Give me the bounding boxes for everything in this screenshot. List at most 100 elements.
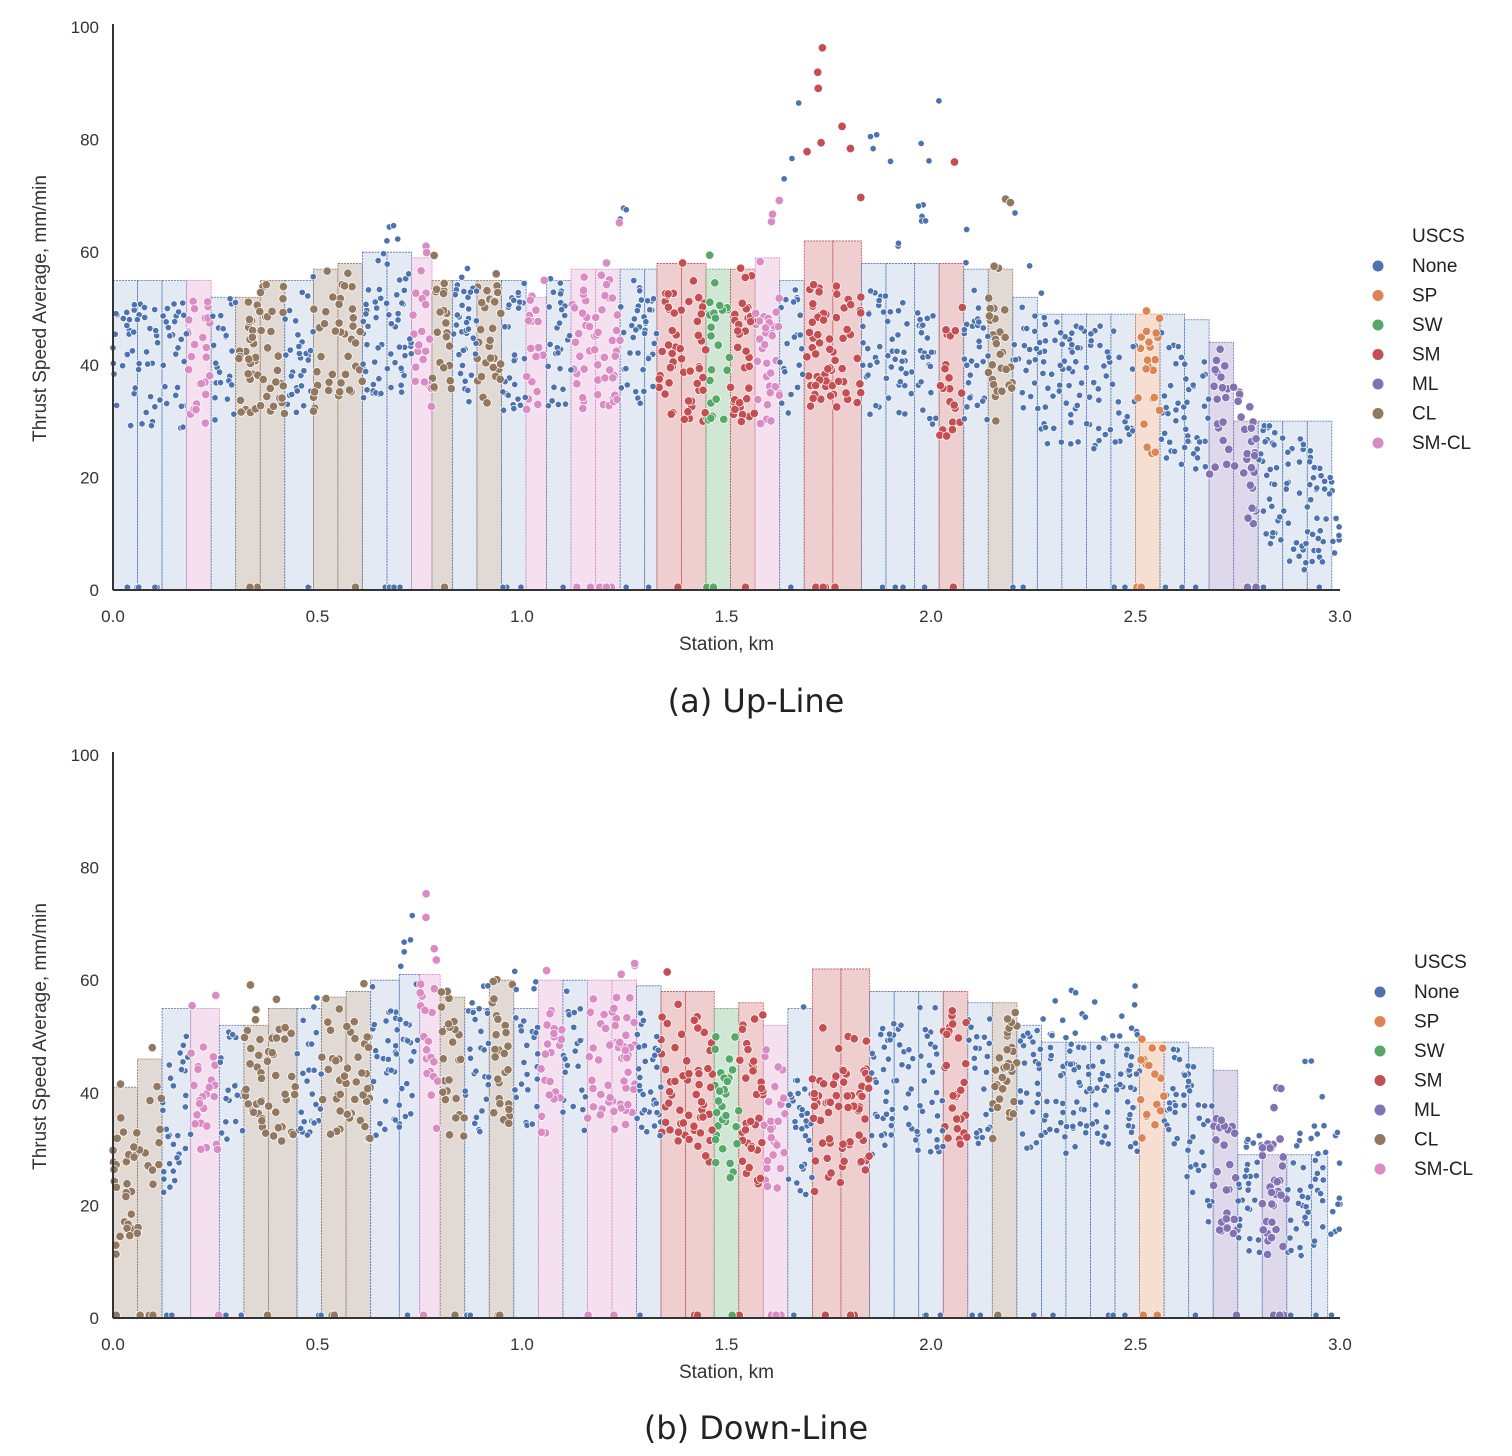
point-none — [211, 394, 219, 402]
point-sw — [706, 331, 716, 341]
point-ml — [1257, 1151, 1267, 1161]
point-sm — [825, 334, 835, 344]
point-none — [387, 383, 395, 392]
point-sm-cl — [578, 393, 588, 403]
point-none — [868, 1132, 876, 1140]
point-ml — [1247, 503, 1257, 513]
point-none — [1044, 384, 1052, 392]
point-none — [1157, 435, 1165, 443]
point-sm-cl — [425, 334, 435, 344]
point-none — [125, 316, 133, 324]
point-none — [799, 370, 807, 378]
point-none — [1320, 1122, 1328, 1130]
point-cl — [485, 335, 495, 345]
point-none — [455, 351, 463, 359]
point-sm-cl — [588, 1102, 599, 1112]
point-none — [912, 1136, 920, 1144]
bar-none — [386, 251, 412, 591]
point-none — [1128, 1024, 1136, 1032]
point-none — [1296, 1129, 1304, 1137]
point-none — [1067, 419, 1075, 427]
point-ml — [1231, 1173, 1241, 1183]
point-none — [1085, 393, 1094, 401]
point-sm-cl — [208, 1052, 218, 1062]
point-cl — [488, 976, 498, 987]
point-cl — [278, 294, 288, 304]
point-ml — [1267, 1217, 1277, 1227]
point-none — [556, 365, 564, 373]
point-cl — [342, 1021, 352, 1032]
point-none — [1113, 1086, 1121, 1094]
point-ml — [1230, 1128, 1240, 1138]
point-none — [1082, 1129, 1090, 1137]
point-sm — [664, 378, 674, 388]
point-none — [877, 1131, 886, 1140]
point-sm — [846, 300, 856, 310]
point-none — [581, 1093, 589, 1101]
point-sw — [706, 322, 716, 332]
point-none — [570, 1023, 578, 1031]
point-none — [983, 416, 991, 424]
point-none — [888, 1115, 896, 1123]
point-none — [228, 347, 236, 355]
point-none — [478, 1107, 486, 1115]
point-cl — [271, 1107, 281, 1117]
point-sm — [831, 313, 841, 323]
point-sm-cl — [615, 335, 625, 345]
point-cl — [429, 250, 439, 261]
point-cl — [319, 319, 330, 329]
point-sm — [730, 404, 740, 414]
point-none — [1129, 427, 1137, 435]
point-sm-cl — [202, 1121, 212, 1131]
point-none — [405, 270, 413, 278]
point-none — [1035, 1060, 1043, 1068]
point-none — [784, 409, 792, 417]
point-none — [893, 1077, 901, 1085]
point-sw — [731, 1122, 741, 1132]
point-none — [1332, 514, 1340, 522]
point-none — [1182, 425, 1190, 433]
point-none — [219, 325, 227, 333]
point-sm — [815, 338, 825, 348]
point-none — [152, 327, 160, 335]
point-none — [456, 369, 465, 378]
point-none — [1068, 341, 1076, 349]
point-none — [141, 313, 149, 321]
point-none — [1189, 1133, 1197, 1141]
point-none — [888, 1105, 896, 1113]
point-none — [898, 357, 906, 365]
point-none — [1165, 1126, 1173, 1134]
point-sm-cl — [421, 346, 431, 356]
point-none — [885, 1030, 894, 1038]
point-cl — [439, 363, 449, 373]
bar-none — [1090, 1041, 1116, 1319]
point-none — [177, 1066, 186, 1074]
point-none — [1108, 380, 1117, 388]
point-none — [123, 322, 131, 330]
point-sw — [706, 365, 717, 375]
point-none — [973, 1033, 981, 1041]
point-sm-cl — [192, 1110, 202, 1120]
point-none — [171, 1177, 179, 1185]
point-cl — [360, 1122, 370, 1132]
point-none — [1244, 1186, 1252, 1194]
point-none — [546, 340, 554, 348]
point-sm-cl — [190, 339, 200, 350]
point-none — [286, 346, 294, 354]
point-none — [622, 206, 630, 214]
point-none — [1087, 330, 1095, 338]
point-sm — [741, 1073, 751, 1083]
point-none — [229, 1031, 237, 1039]
point-cl — [262, 391, 272, 402]
point-none — [1101, 431, 1109, 439]
point-cl — [280, 1089, 290, 1099]
point-none — [1333, 1128, 1341, 1137]
point-none — [1251, 1196, 1259, 1204]
point-sm — [809, 1089, 819, 1099]
point-none — [1309, 530, 1317, 538]
point-none — [1129, 1104, 1137, 1112]
point-none — [1165, 344, 1173, 352]
point-cl — [316, 352, 326, 362]
point-none — [1336, 1159, 1344, 1167]
